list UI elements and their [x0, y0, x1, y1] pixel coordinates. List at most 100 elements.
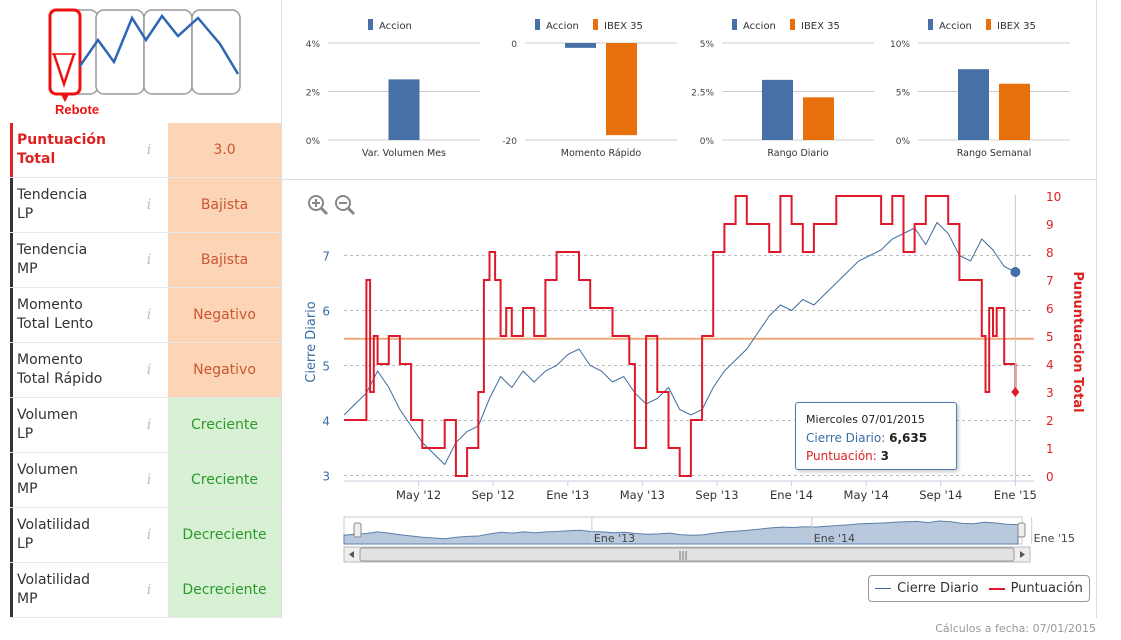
- mini-bar[interactable]: [388, 79, 420, 140]
- x-tick-label: Ene '14: [770, 488, 813, 502]
- mini-chart-title: Var. Volumen Mes: [362, 148, 446, 159]
- mini-bar[interactable]: [606, 43, 637, 136]
- x-tick-label: May '12: [396, 488, 441, 502]
- left-axis-title: Cierre Diario: [304, 301, 319, 383]
- left-tick-label: 4: [322, 415, 330, 429]
- score-value: Creciente: [168, 398, 281, 452]
- mini-legend-swatch: [368, 19, 373, 30]
- right-tick-label: 10: [1046, 190, 1061, 204]
- mini-legend-label: Accion: [546, 21, 579, 32]
- scroll-left-icon[interactable]: [349, 551, 354, 558]
- score-label: Volatilidad MP: [10, 563, 130, 617]
- mini-tick-label: -20: [502, 137, 517, 147]
- score-value: Negativo: [168, 343, 281, 397]
- right-tick-label: 4: [1046, 358, 1054, 372]
- score-label-line2: Total Lento: [17, 316, 94, 332]
- mini-legend-swatch: [928, 19, 933, 30]
- right-tick-label: 0: [1046, 470, 1054, 484]
- score-label-line2: MP: [17, 481, 38, 497]
- scroll-right-icon[interactable]: [1020, 551, 1025, 558]
- tooltip-cierre-label: Cierre Diario:: [806, 431, 886, 445]
- info-icon[interactable]: i: [146, 472, 152, 488]
- info-icon[interactable]: i: [146, 582, 152, 598]
- info-icon[interactable]: i: [146, 362, 152, 378]
- mini-bar[interactable]: [803, 97, 834, 140]
- info-icon[interactable]: i: [146, 142, 152, 158]
- score-label-line2: LP: [17, 426, 34, 442]
- mini-tick-label: 5%: [700, 40, 715, 50]
- score-label-line1: Volatilidad: [17, 572, 91, 588]
- score-value: Negativo: [168, 288, 281, 342]
- info-icon[interactable]: i: [146, 197, 152, 213]
- scrollbar-thumb[interactable]: [359, 547, 1015, 562]
- score-row: Volumen MP i Creciente: [10, 453, 281, 508]
- tooltip-date: Miercoles 07/01/2015: [806, 413, 925, 426]
- divider-right: [1096, 0, 1097, 618]
- legend-label-puntuacion: Puntuación: [1010, 581, 1083, 596]
- chart-legend: Cierre Diario Puntuación: [868, 575, 1090, 602]
- navigator-handle-left[interactable]: [353, 522, 362, 538]
- score-label-line1: Puntuación: [17, 132, 106, 148]
- mini-tick-label: 4%: [306, 40, 321, 50]
- zoom-in-icon[interactable]: [307, 194, 329, 216]
- scrollbar-grip-icon: |||: [678, 551, 687, 561]
- score-label: Puntuación Total: [10, 123, 130, 177]
- info-icon[interactable]: i: [146, 307, 152, 323]
- navigator-handle-right[interactable]: [1017, 522, 1026, 538]
- divider-vertical: [281, 0, 282, 618]
- score-label: Tendencia MP: [10, 233, 130, 287]
- mini-legend-label: IBEX 35: [997, 21, 1036, 32]
- legend-item-cierre[interactable]: Cierre Diario: [875, 581, 979, 596]
- score-label: Tendencia LP: [10, 178, 130, 232]
- score-label-line2: LP: [17, 206, 34, 222]
- mini-legend-swatch: [732, 19, 737, 30]
- rebote-logo: [48, 8, 241, 103]
- mini-chart-rango-diario: Accion IBEX 35 0% 2.5% 5% Rango Diario: [691, 19, 874, 159]
- score-value: Creciente: [168, 453, 281, 507]
- right-tick-label: 8: [1046, 246, 1054, 260]
- mini-bar[interactable]: [762, 79, 793, 140]
- mini-tick-label: 0%: [896, 137, 911, 147]
- score-row: Tendencia MP i Bajista: [10, 233, 281, 288]
- x-tick-label: Sep '12: [472, 488, 515, 502]
- mini-legend-swatch: [790, 19, 795, 30]
- right-tick-label: 7: [1046, 274, 1054, 288]
- score-row: Momento Total Lento i Negativo: [10, 288, 281, 343]
- mini-legend-swatch: [593, 19, 598, 30]
- series-line-puntuacion[interactable]: [344, 195, 1017, 477]
- mini-chart-title: Rango Semanal: [957, 148, 1032, 159]
- mini-bar[interactable]: [958, 69, 989, 140]
- mini-legend-label: Accion: [743, 21, 776, 32]
- calc-date-footer: Cálculos a fecha: 07/01/2015: [935, 622, 1096, 635]
- info-icon[interactable]: i: [146, 417, 152, 433]
- left-tick-label: 5: [322, 360, 330, 374]
- right-axis-title: Pununtuacion Total: [1070, 271, 1085, 412]
- info-icon[interactable]: i: [146, 527, 152, 543]
- zoom-out-icon[interactable]: [334, 194, 356, 216]
- tooltip-cierre-value: 6,635: [889, 431, 928, 445]
- mini-tick-label: 5%: [896, 89, 911, 99]
- mini-tick-label: 2.5%: [691, 89, 714, 99]
- info-icon[interactable]: i: [146, 252, 152, 268]
- main-chart[interactable]: 3 4 5 6 7 0 1 2 3 4 5 6 7 8 9 10 Cierre Diario Pununtuaci…: [282, 181, 1096, 606]
- score-label-line1: Tendencia: [17, 187, 88, 203]
- right-tick-label: 1: [1046, 442, 1054, 456]
- mini-legend-label: IBEX 35: [801, 21, 840, 32]
- score-value: 3.0: [168, 123, 281, 177]
- score-value: Bajista: [168, 233, 281, 287]
- right-tick-label: 2: [1046, 414, 1054, 428]
- mini-tick-label: 0%: [700, 137, 715, 147]
- score-label-line1: Momento: [17, 352, 83, 368]
- mini-legend-swatch: [986, 19, 991, 30]
- mini-bar[interactable]: [999, 83, 1030, 140]
- navigator-label: Ene '14: [814, 532, 855, 545]
- mini-chart-title: Rango Diario: [767, 148, 828, 159]
- legend-item-puntuacion[interactable]: Puntuación: [988, 581, 1083, 596]
- score-row: Volatilidad LP i Decreciente: [10, 508, 281, 563]
- tooltip-punt-value: 3: [880, 449, 890, 463]
- marker-puntuacion: [1011, 387, 1020, 397]
- mini-bar[interactable]: [565, 43, 596, 48]
- right-tick-label: 3: [1046, 386, 1054, 400]
- right-tick-label: 5: [1046, 330, 1054, 344]
- divider-horizontal: [281, 179, 1096, 180]
